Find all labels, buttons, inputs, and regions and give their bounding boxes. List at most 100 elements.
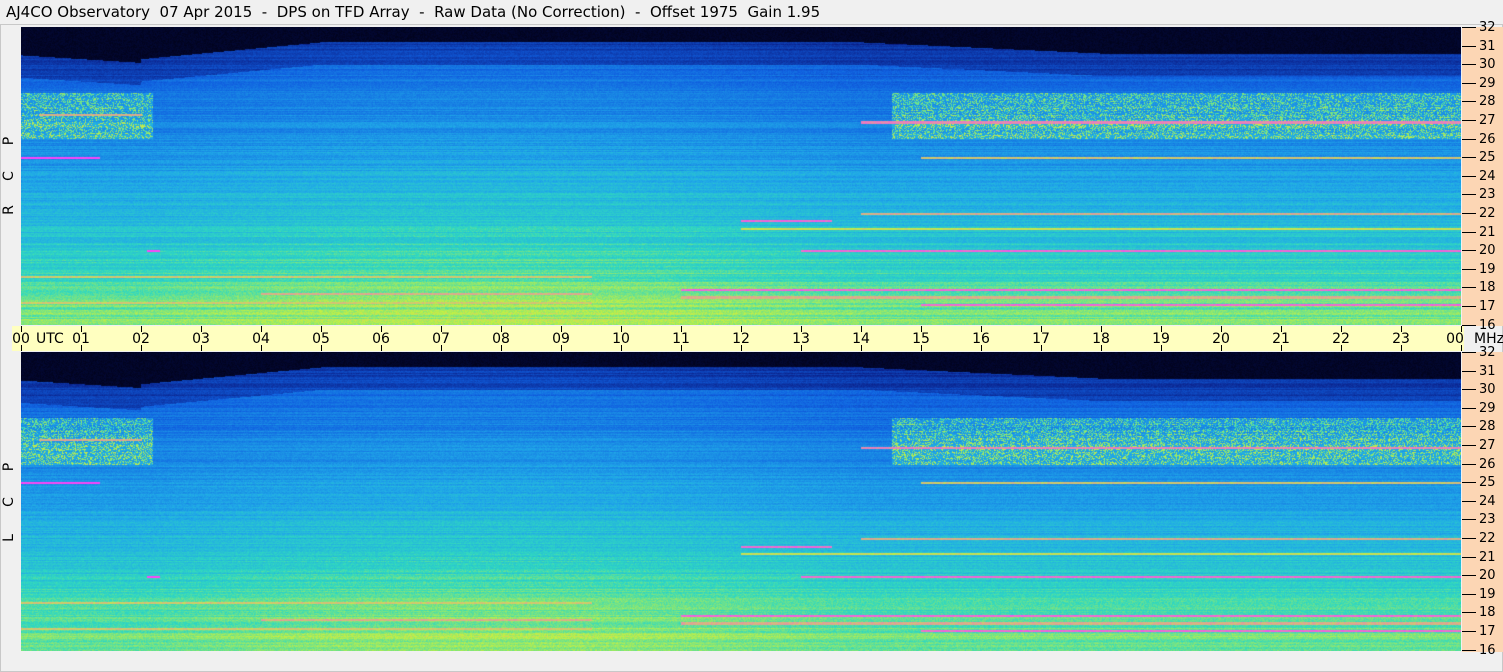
y-tick-label: 31 xyxy=(1479,363,1496,379)
y-tick-label: 29 xyxy=(1479,400,1496,416)
x-tick xyxy=(201,345,202,351)
y-tick xyxy=(1462,519,1476,521)
y-tick xyxy=(1462,213,1476,214)
x-tick-label: 23 xyxy=(1392,331,1410,347)
y-tick xyxy=(1462,575,1476,577)
x-tick xyxy=(381,345,382,351)
y-tick-label: 28 xyxy=(1479,419,1496,435)
x-tick-label: 06 xyxy=(372,331,390,347)
x-tick xyxy=(861,345,862,351)
x-tick xyxy=(261,326,262,332)
y-tick xyxy=(1462,593,1476,595)
x-tick-label: 15 xyxy=(912,331,930,347)
y-tick xyxy=(1462,231,1476,233)
x-tick xyxy=(21,345,22,351)
x-tick-label: 18 xyxy=(1092,331,1110,347)
x-tick xyxy=(741,326,742,332)
y-tick-label: 26 xyxy=(1479,131,1496,147)
panel-label-letter: C xyxy=(1,171,17,181)
y-tick xyxy=(1462,82,1476,84)
x-tick-label: 14 xyxy=(852,331,870,347)
y-tick xyxy=(1462,426,1476,428)
x-tick xyxy=(621,345,622,351)
y-tick xyxy=(1462,631,1476,632)
y-tick xyxy=(1462,138,1476,140)
x-tick xyxy=(261,345,262,351)
y-tick-label: 20 xyxy=(1479,568,1496,584)
panel-label-letter: P xyxy=(1,462,17,472)
x-tick xyxy=(1461,326,1462,332)
panel-label-letter: R xyxy=(1,205,17,215)
x-tick xyxy=(1341,345,1342,351)
lcp-spectrogram xyxy=(21,352,1461,651)
y-tick-label: 31 xyxy=(1479,38,1496,54)
y-tick-label: 26 xyxy=(1479,456,1496,472)
y-axis-unit: MHz xyxy=(1474,331,1503,347)
x-tick xyxy=(561,345,562,351)
x-tick-label: 00 xyxy=(1446,331,1464,347)
x-tick xyxy=(81,345,82,351)
y-tick xyxy=(1462,250,1476,252)
x-tick-label: 02 xyxy=(132,331,150,347)
x-tick-label: 17 xyxy=(1032,331,1050,347)
lcp-frequency-axis: 32 31 30 29 28 27 26 25 24 23 22 21 20 19 18 17 16 xyxy=(1462,346,1503,657)
y-tick xyxy=(1462,445,1476,446)
x-tick xyxy=(921,345,922,351)
x-tick xyxy=(921,326,922,332)
x-tick xyxy=(21,326,22,332)
y-tick-label: 22 xyxy=(1479,531,1496,546)
x-tick xyxy=(321,326,322,332)
x-tick xyxy=(1281,326,1282,332)
x-tick xyxy=(1221,345,1222,351)
y-tick-label: 32 xyxy=(1479,345,1496,360)
panel-label-letter: C xyxy=(1,497,17,507)
y-tick-label: 27 xyxy=(1479,113,1496,128)
y-tick xyxy=(1462,370,1476,372)
rcp-spectrogram xyxy=(21,27,1461,325)
y-tick-label: 30 xyxy=(1479,57,1496,73)
y-tick xyxy=(1462,157,1476,159)
y-tick-label: 28 xyxy=(1479,94,1496,110)
x-tick xyxy=(621,326,622,332)
y-tick xyxy=(1462,389,1476,391)
y-tick-label: 29 xyxy=(1479,75,1496,91)
y-tick xyxy=(1462,538,1476,539)
y-tick xyxy=(1462,649,1476,651)
x-tick-label: 08 xyxy=(492,331,510,347)
y-tick xyxy=(1462,463,1476,465)
x-axis-label: UTC xyxy=(36,331,64,347)
x-tick xyxy=(201,326,202,332)
y-tick-label: 17 xyxy=(1479,624,1496,639)
x-tick xyxy=(1401,326,1402,332)
y-tick xyxy=(1462,407,1476,409)
x-tick xyxy=(441,326,442,332)
x-tick xyxy=(981,345,982,351)
y-tick-label: 21 xyxy=(1479,224,1496,240)
y-tick xyxy=(1462,64,1476,66)
y-tick xyxy=(1462,101,1476,103)
y-tick xyxy=(1462,612,1476,614)
x-tick-label: 16 xyxy=(972,331,990,347)
x-tick xyxy=(981,326,982,332)
y-tick-label: 27 xyxy=(1479,438,1496,453)
y-tick xyxy=(1462,27,1476,28)
x-tick xyxy=(381,326,382,332)
x-tick-label: 07 xyxy=(432,331,450,347)
x-tick-label: 05 xyxy=(312,331,330,347)
y-tick-label: 32 xyxy=(1479,20,1496,35)
x-tick-label: 04 xyxy=(252,331,270,347)
x-tick-label: 12 xyxy=(732,331,750,347)
x-tick xyxy=(1041,326,1042,332)
panel-label-letter: L xyxy=(1,534,17,542)
y-tick xyxy=(1462,352,1476,353)
y-tick xyxy=(1462,268,1476,270)
y-tick-label: 23 xyxy=(1479,187,1496,203)
y-tick-label: 16 xyxy=(1479,642,1496,658)
x-tick xyxy=(141,326,142,332)
x-tick xyxy=(1161,326,1162,332)
x-tick xyxy=(1341,326,1342,332)
x-tick xyxy=(141,345,142,351)
y-tick-label: 21 xyxy=(1479,549,1496,565)
panel-label-letter: P xyxy=(1,136,17,146)
y-tick-label: 17 xyxy=(1479,299,1496,314)
